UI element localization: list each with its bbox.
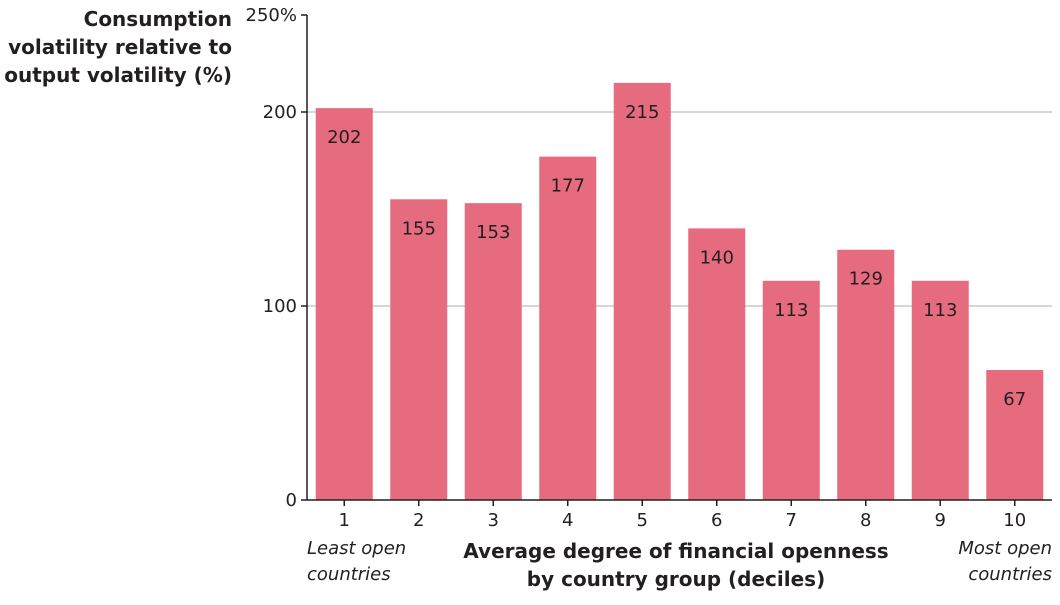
bar-value-label: 113 [923,300,957,321]
x-axis-title: by country group (deciles) [527,567,825,591]
bar [762,280,820,500]
y-tick-label: 200 [263,102,297,123]
bar-value-label: 67 [1003,389,1026,410]
bar [539,156,597,500]
y-tick-label: 0 [286,490,297,511]
x-tick-label: 2 [413,510,424,531]
bar [837,249,895,500]
bar-value-label: 155 [402,218,436,239]
y-tick-label: 100 [263,296,297,317]
bar [464,203,522,500]
x-tick-label: 10 [1003,510,1026,531]
x-tick-label: 1 [339,510,350,531]
bar-value-label: 113 [774,300,808,321]
least-open-note: Least open [307,538,406,559]
x-tick-label: 3 [488,510,499,531]
x-tick-label: 6 [711,510,722,531]
y-axis-title: volatility relative to [8,35,232,59]
most-open-note: Most open [958,538,1052,559]
x-axis-title: Average degree of financial openness [463,539,888,563]
x-tick-label: 5 [637,510,648,531]
bar-value-label: 153 [476,222,510,243]
x-tick-label: 8 [860,510,871,531]
x-tick-label: 9 [935,510,946,531]
bar-value-label: 140 [700,247,734,268]
bar [315,108,373,501]
y-axis-title: Consumption [84,7,232,31]
bar [613,82,671,501]
bar-value-label: 215 [625,102,659,123]
x-tick-label: 7 [786,510,797,531]
bar-value-label: 202 [327,127,361,148]
bar-value-label: 177 [551,176,585,197]
bar [911,280,969,500]
x-tick-label: 4 [562,510,573,531]
bar-value-label: 129 [849,269,883,290]
least-open-note: countries [307,564,391,585]
y-tick-label: 250% [246,5,297,26]
most-open-note: countries [968,564,1052,585]
y-axis-title: output volatility (%) [4,63,232,87]
bar [986,370,1044,500]
bar [688,228,746,500]
bar [390,199,448,501]
